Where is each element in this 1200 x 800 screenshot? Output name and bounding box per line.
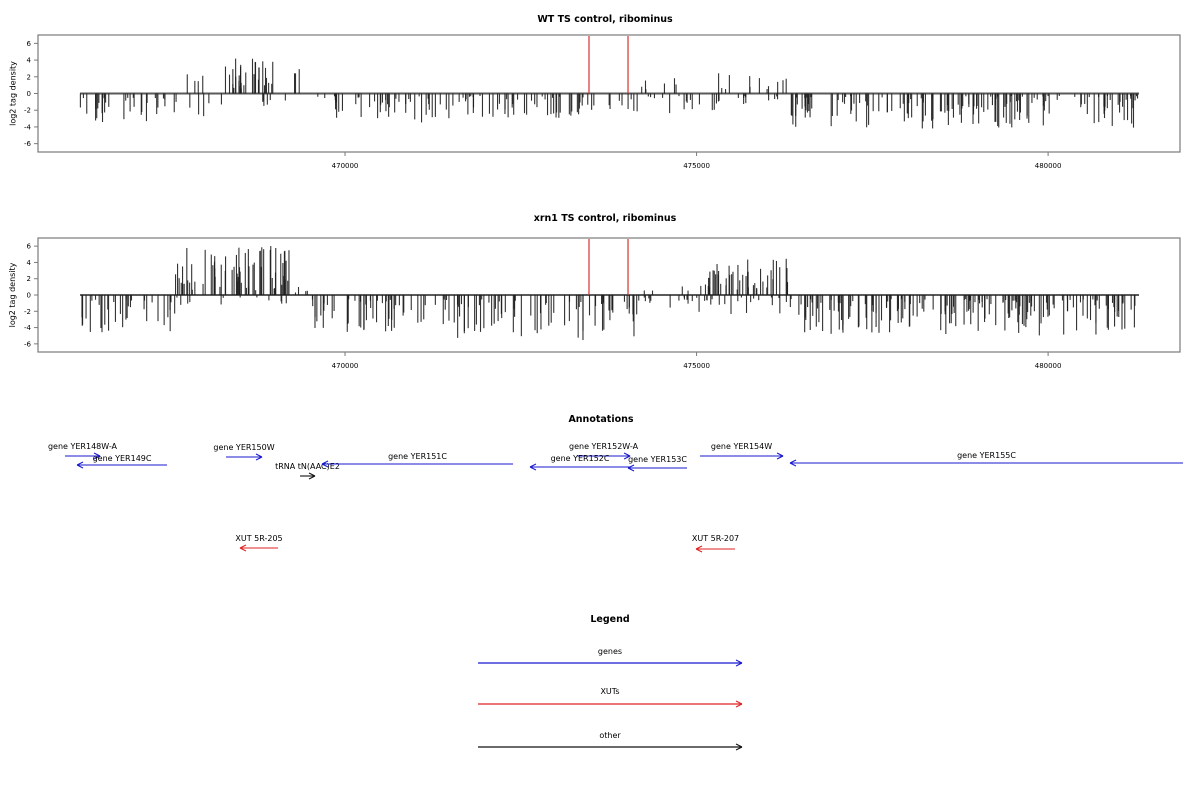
panel-xrn1: xrn1 TS control, ribominus log2 tag dens…: [8, 213, 1181, 370]
legend-item-gene: genes: [478, 647, 743, 667]
annotation-label: gene YER153C: [628, 455, 687, 464]
legend-title: Legend: [590, 614, 629, 625]
arrowhead: [789, 459, 797, 464]
annotation-xut: XUT 5R-205: [235, 534, 283, 552]
arrowhead: [529, 463, 537, 468]
x-tick-label: 480000: [1035, 362, 1062, 370]
annotation-xut: XUT 5R-207: [692, 534, 739, 553]
annotation-label: tRNA tN(AAC)E2: [275, 462, 340, 471]
panel-wt-title: WT TS control, ribominus: [537, 14, 673, 25]
y-tick-label: 0: [27, 292, 31, 300]
x-tick-label: 470000: [332, 162, 359, 170]
arrowhead: [627, 467, 635, 472]
legend: Legend genes XUTs other: [478, 614, 743, 751]
annotation-gene: gene YER152C: [529, 454, 631, 471]
annotation-gene: gene YER152W-A: [569, 442, 639, 460]
arrowhead: [627, 464, 635, 469]
arrowhead: [695, 545, 703, 550]
x-tick-label: 475000: [683, 362, 710, 370]
annotation-label: gene YER152C: [551, 454, 610, 463]
density-bars: [79, 58, 1139, 129]
arrowhead: [321, 463, 329, 468]
y-tick-label: 6: [27, 40, 32, 48]
panel-xrn1-graphics: 6 4 2 0 -2 -4 -6 470000 475000 480000: [24, 237, 1181, 370]
annotation-label: gene YER151C: [388, 452, 447, 461]
legend-item-label: XUTs: [600, 687, 619, 696]
arrowhead: [529, 466, 537, 471]
legend-item-label: genes: [598, 647, 622, 656]
arrowhead: [321, 460, 329, 465]
legend-item-xut: XUTs: [478, 687, 743, 708]
panel-wt: WT TS control, ribominus log2 tag densit…: [9, 14, 1181, 170]
annotation-items: gene YER148W-A gene YER149C gene YER150W tR…: [48, 442, 1184, 553]
arrowhead: [695, 548, 703, 553]
density-bars: [81, 246, 1136, 341]
annotation-label: gene YER148W-A: [48, 442, 118, 451]
annotation-gene: gene YER154W: [700, 442, 784, 460]
annotation-gene: gene YER148W-A: [48, 442, 118, 460]
arrowhead: [239, 547, 247, 552]
annotation-label: gene YER150W: [213, 443, 274, 452]
annotation-label: gene YER155C: [957, 451, 1016, 460]
arrowhead: [735, 700, 743, 705]
y-tick-label: -6: [24, 340, 32, 348]
y-tick-label: -2: [24, 107, 31, 115]
annotation-other: tRNA tN(AAC)E2: [275, 462, 340, 480]
annotation-label: XUT 5R-207: [692, 534, 739, 543]
annotation-gene: gene YER150W: [213, 443, 275, 461]
panel-wt-ylabel: log2 tag density: [9, 61, 18, 126]
panel-xrn1-title: xrn1 TS control, ribominus: [534, 213, 677, 224]
arrowhead: [93, 452, 101, 457]
y-tick-label: -4: [24, 324, 32, 332]
y-tick-label: 4: [27, 57, 32, 65]
arrowhead: [308, 475, 316, 480]
y-tick-label: -6: [24, 140, 32, 148]
panel-xrn1-ylabel: log2 tag density: [8, 262, 17, 327]
arrowhead: [93, 455, 101, 460]
legend-item-other: other: [478, 731, 743, 751]
arrowhead: [735, 659, 743, 664]
annotation-gene: gene YER149C: [76, 454, 168, 469]
y-tick-label: 0: [27, 90, 31, 98]
arrowhead: [255, 456, 263, 461]
annotation-gene: gene YER151C: [321, 452, 514, 468]
annotation-label: gene YER152W-A: [569, 442, 639, 451]
annotations-title: Annotations: [568, 414, 633, 425]
arrowhead: [776, 452, 784, 457]
y-tick-label: 6: [27, 243, 32, 251]
arrowhead: [735, 746, 743, 751]
x-tick-label: 475000: [683, 162, 710, 170]
arrowhead: [735, 662, 743, 667]
arrowhead: [623, 452, 631, 457]
annotation-label: XUT 5R-205: [235, 534, 282, 543]
arrowhead: [76, 464, 84, 469]
annotation-gene: gene YER153C: [627, 455, 687, 472]
arrowhead: [76, 461, 84, 466]
arrowhead: [255, 453, 263, 458]
y-tick-label: 2: [27, 73, 31, 81]
legend-item-label: other: [599, 731, 621, 740]
annotation-gene: gene YER155C: [789, 451, 1184, 467]
y-tick-label: 2: [27, 275, 31, 283]
y-tick-label: 4: [27, 259, 32, 267]
arrowhead: [789, 462, 797, 467]
y-tick-label: -4: [24, 123, 32, 131]
arrowhead: [308, 472, 316, 477]
arrowhead: [735, 743, 743, 748]
arrowhead: [623, 455, 631, 460]
x-tick-label: 470000: [332, 362, 359, 370]
legend-items: genes XUTs other: [478, 647, 743, 751]
arrowhead: [776, 455, 784, 460]
annotation-label: gene YER154W: [711, 442, 772, 451]
panel-wt-graphics: 6 4 2 0 -2 -4 -6 470000 475000 480000: [24, 34, 1181, 170]
arrowhead: [735, 703, 743, 708]
arrowhead: [239, 544, 247, 549]
x-tick-label: 480000: [1035, 162, 1062, 170]
annotation-label: gene YER149C: [93, 454, 152, 463]
y-tick-label: -2: [24, 308, 31, 316]
